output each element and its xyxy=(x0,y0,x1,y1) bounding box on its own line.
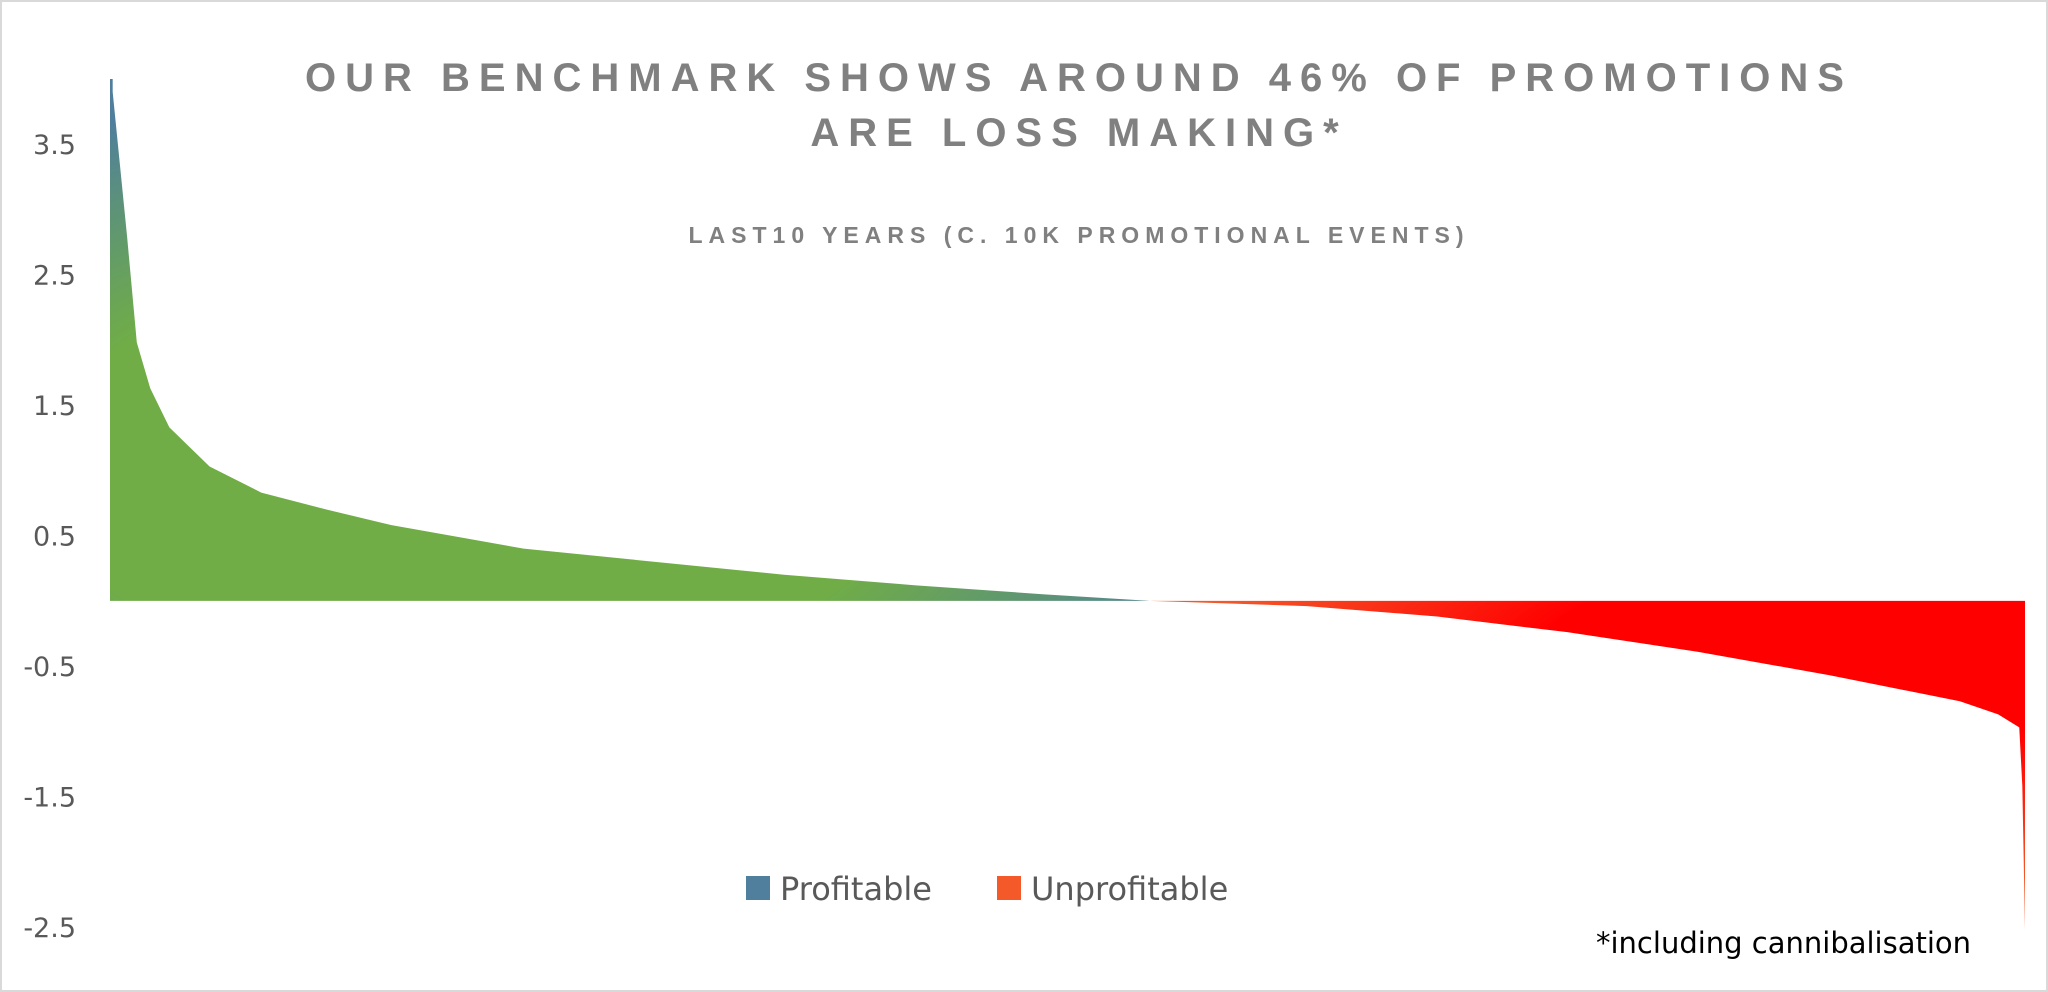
profitable-area xyxy=(110,79,1150,601)
y-tick-label: 0.5 xyxy=(33,522,76,553)
y-tick-label: 3.5 xyxy=(33,130,76,161)
legend-label-unprofitable: Unprofitable xyxy=(1031,870,1228,908)
unprofitable-area xyxy=(1149,600,2025,930)
y-tick-label: -0.5 xyxy=(23,652,76,683)
legend-swatch-profitable xyxy=(746,876,770,900)
y-tick-label: 2.5 xyxy=(33,261,76,292)
y-tick-label: -2.5 xyxy=(23,913,76,944)
chart-subtitle: LAST10 YEARS (C. 10K PROMOTIONAL EVENTS) xyxy=(688,222,1469,248)
y-tick-label: -1.5 xyxy=(23,783,76,814)
y-tick-label: 1.5 xyxy=(33,391,76,422)
footnote: *including cannibalisation xyxy=(1596,926,1971,960)
chart-title-line-2: ARE LOSS MAKING* xyxy=(810,111,1347,155)
y-axis: 3.5 2.5 1.5 0.5 -0.5 -1.5 -2.5 xyxy=(23,130,76,944)
chart-title-line-1: OUR BENCHMARK SHOWS AROUND 46% OF PROMOT… xyxy=(305,56,1853,100)
legend: Profitable Unprofitable xyxy=(746,870,1228,908)
legend-label-profitable: Profitable xyxy=(780,870,932,908)
legend-swatch-unprofitable xyxy=(997,876,1021,900)
